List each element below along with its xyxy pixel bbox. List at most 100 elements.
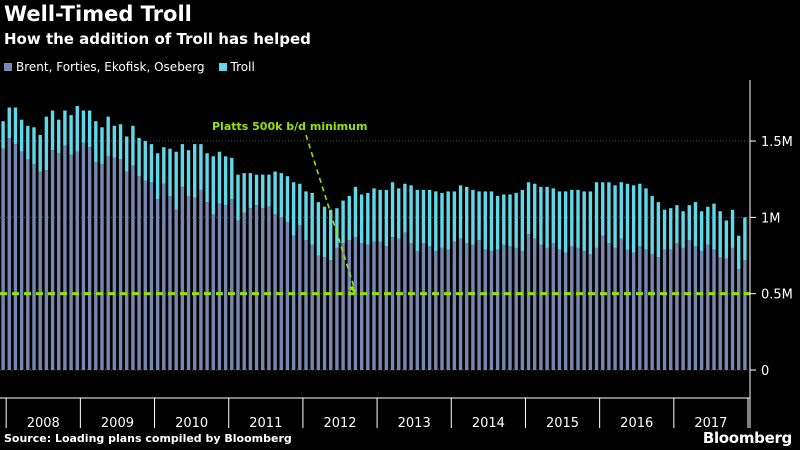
bar-base <box>26 159 30 370</box>
bar-base <box>106 156 110 370</box>
bar-base <box>743 260 747 370</box>
bar-base <box>483 249 487 370</box>
bar-base <box>13 144 18 370</box>
bar-troll <box>174 151 178 210</box>
bar-troll <box>619 182 623 239</box>
x-tick-label: 2015 <box>546 416 579 431</box>
bar-base <box>63 145 67 370</box>
bar-base <box>551 243 555 370</box>
bar-troll <box>378 189 382 242</box>
bar-troll <box>434 191 438 251</box>
bar-troll <box>483 191 487 250</box>
bar-base <box>100 163 104 370</box>
bar-base <box>693 246 698 370</box>
bar-troll <box>106 116 110 157</box>
bar-troll <box>631 185 636 253</box>
bar-base <box>359 243 364 370</box>
bar-troll <box>440 192 444 248</box>
bar-base <box>730 247 735 370</box>
x-tick-label: 2016 <box>620 416 653 431</box>
bar-base <box>495 249 500 370</box>
bar-base <box>180 186 185 370</box>
bar-troll <box>675 205 679 244</box>
bar-base <box>489 250 494 370</box>
bar-troll <box>465 186 469 244</box>
bar-base <box>149 182 154 370</box>
bar-troll <box>730 209 735 248</box>
bar-troll <box>662 209 667 250</box>
bar-base <box>347 240 351 370</box>
bar-troll <box>557 191 562 250</box>
bar-troll <box>32 127 36 164</box>
bar-base <box>118 159 123 370</box>
bar-base <box>601 235 605 370</box>
bar-troll <box>563 191 568 253</box>
bar-troll <box>712 203 716 250</box>
bar-base <box>372 241 376 370</box>
bar-troll <box>143 141 147 181</box>
bar-troll <box>446 191 450 250</box>
bar-base <box>582 250 586 370</box>
bar-troll <box>613 185 617 248</box>
bar-base <box>50 150 55 370</box>
bar-troll <box>199 144 203 190</box>
bar-base <box>403 232 407 370</box>
bar-base <box>687 240 691 370</box>
bar-base <box>638 246 642 370</box>
bar-base <box>19 151 24 370</box>
bar-troll <box>576 189 580 248</box>
bar-troll <box>19 119 24 152</box>
bar-base <box>211 214 215 370</box>
bar-troll <box>372 188 376 242</box>
bar-troll <box>230 157 234 200</box>
bar-base <box>563 252 568 370</box>
bar-base <box>681 247 685 370</box>
bar-troll <box>656 202 661 258</box>
bar-base <box>477 240 481 370</box>
bar-troll <box>495 196 500 250</box>
bar-base <box>57 153 61 370</box>
bar-base <box>446 249 450 370</box>
bar-troll <box>502 194 506 245</box>
bar-base <box>644 249 648 370</box>
bar-troll <box>737 235 741 270</box>
bar-base <box>570 246 574 370</box>
x-tick-label: 2012 <box>323 416 356 431</box>
bar-troll <box>193 144 197 198</box>
bar-base <box>557 249 562 370</box>
bar-troll <box>594 182 599 248</box>
bar-base <box>143 180 147 370</box>
bar-base <box>594 247 599 370</box>
bar-base <box>397 238 401 370</box>
bar-troll <box>57 119 61 154</box>
bar-base <box>545 247 549 370</box>
bar-troll <box>669 208 673 250</box>
bar-base <box>514 247 518 370</box>
bar-base <box>137 176 141 370</box>
bar-base <box>236 220 240 370</box>
bar-troll <box>471 189 475 245</box>
bar-base <box>718 257 722 370</box>
bar-base <box>205 202 209 370</box>
x-tick-label: 2014 <box>472 416 505 431</box>
bar-base <box>650 254 654 370</box>
bar-troll <box>242 173 246 213</box>
bar-base <box>316 255 321 370</box>
x-tick-label: 2008 <box>27 416 60 431</box>
bar-troll <box>211 156 215 215</box>
bar-base <box>631 252 636 370</box>
x-tick-label: 2017 <box>694 416 727 431</box>
bar-base <box>174 209 178 370</box>
bar-troll <box>366 192 370 245</box>
bar-troll <box>533 183 537 239</box>
bar-troll <box>155 153 160 200</box>
bar-troll <box>267 174 271 207</box>
bar-base <box>186 196 191 370</box>
bar-troll <box>69 115 73 155</box>
bar-base <box>440 247 444 370</box>
legend-item-base: Brent, Forties, Ekofisk, Oseberg <box>4 60 205 74</box>
bar-base <box>217 203 222 370</box>
legend-label-base: Brent, Forties, Ekofisk, Oseberg <box>16 60 205 74</box>
bar-troll <box>390 182 395 238</box>
bar-base <box>502 244 506 370</box>
